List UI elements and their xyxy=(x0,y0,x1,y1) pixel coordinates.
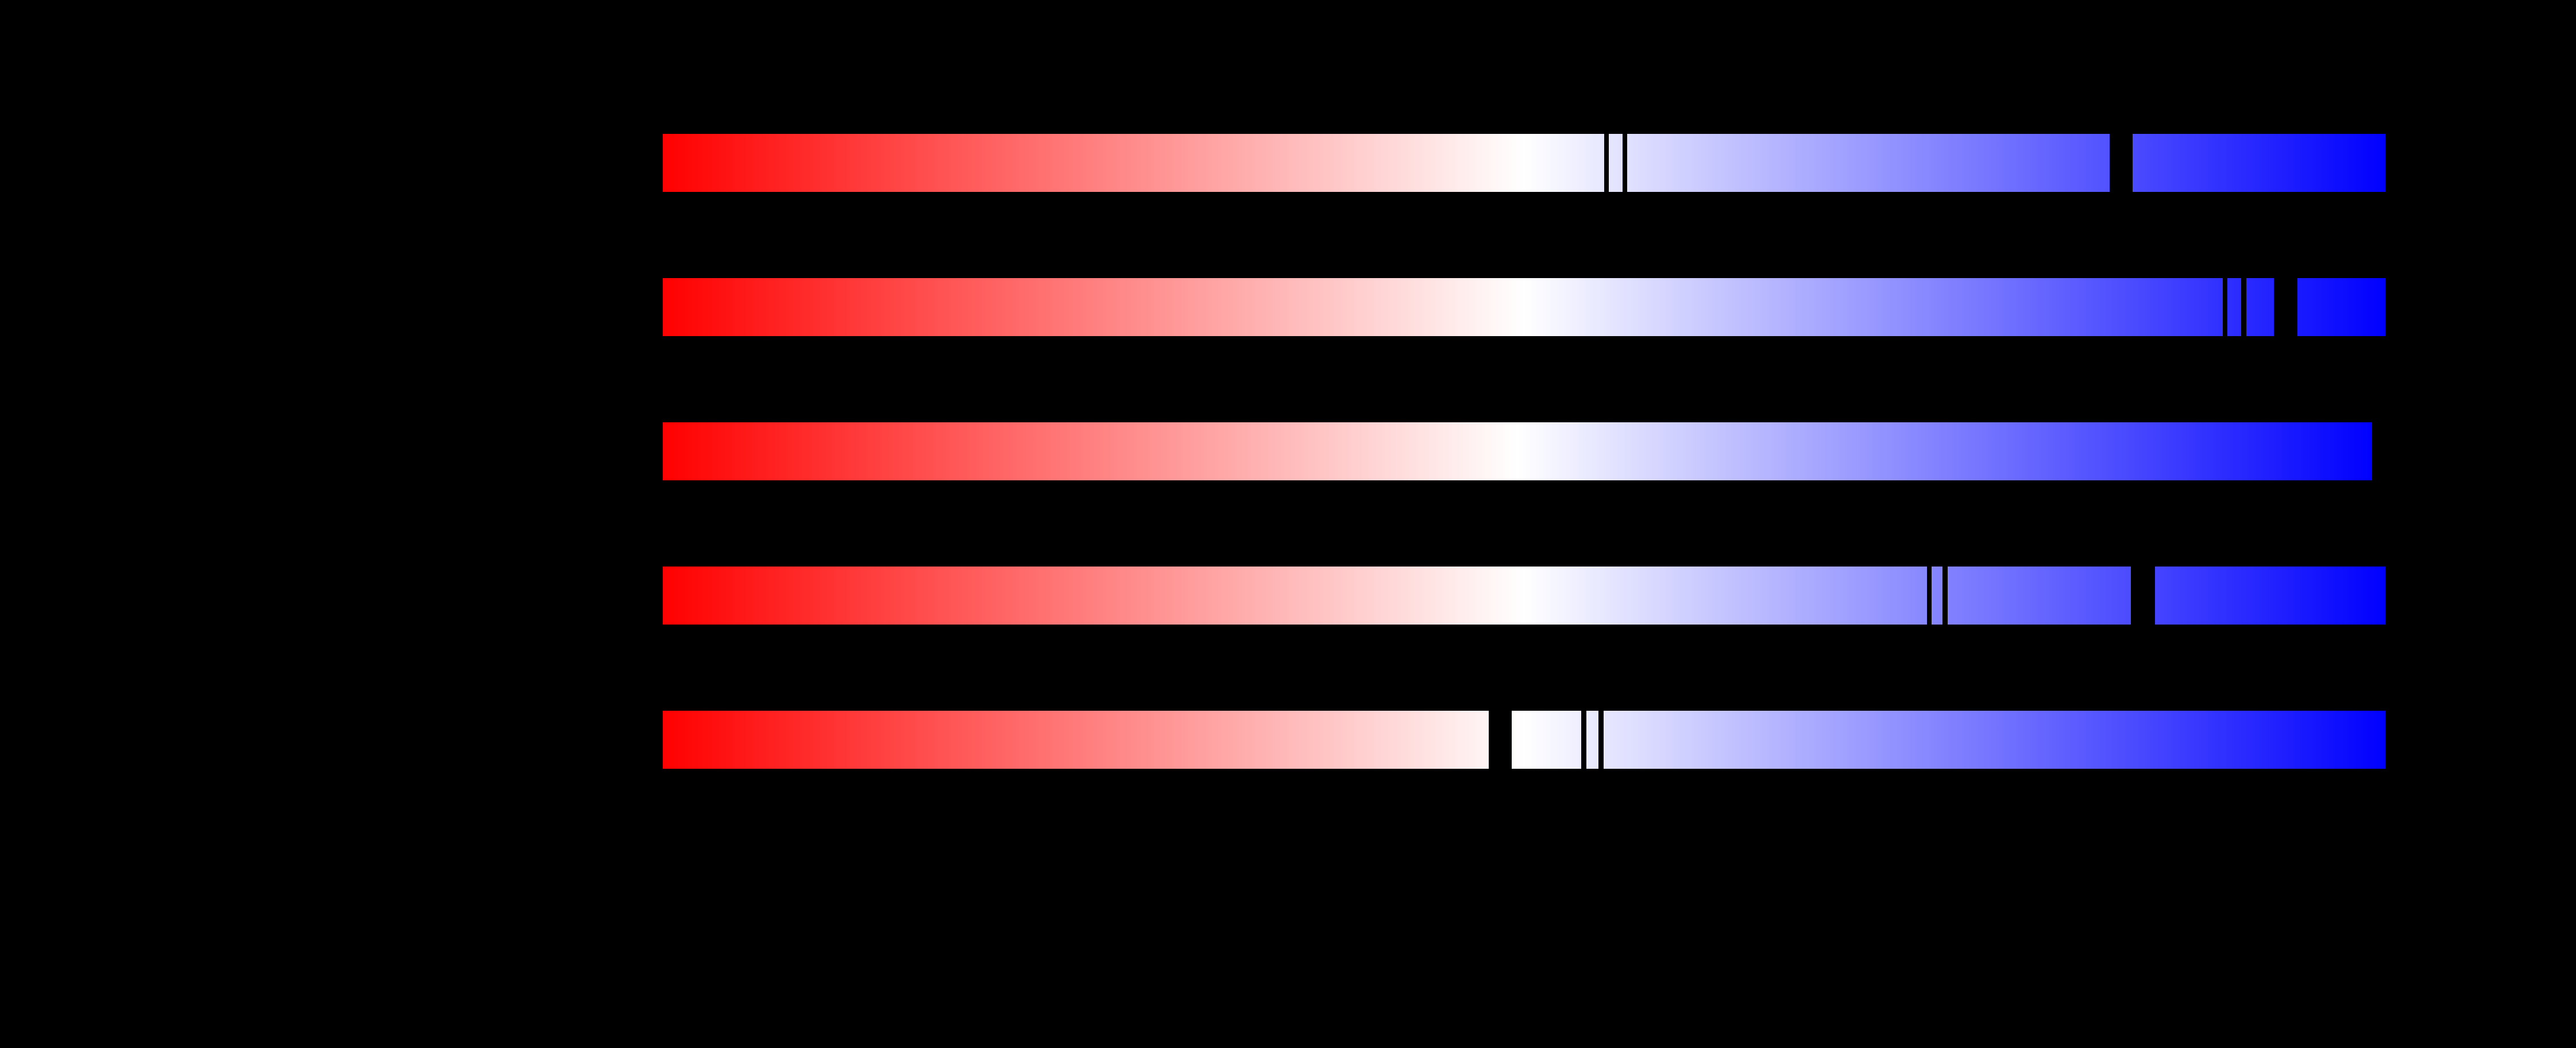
bar-gap xyxy=(1489,711,1512,769)
gradient-bar-2 xyxy=(663,278,2385,336)
gradient-bar-1 xyxy=(663,134,2385,192)
gradient-bar-5 xyxy=(663,711,2385,769)
bar-marker-line xyxy=(1581,711,1586,769)
bar-marker-line xyxy=(1942,567,1948,625)
bar-gap xyxy=(2110,134,2133,192)
bar-marker-line xyxy=(2223,278,2227,336)
bar-marker-line xyxy=(1623,134,1627,192)
gradient-bar-4 xyxy=(663,567,2385,625)
bar-marker-line xyxy=(2241,278,2246,336)
bar-gap xyxy=(2131,567,2155,625)
bar-marker-line xyxy=(1927,567,1932,625)
bar-marker-line xyxy=(1598,711,1604,769)
gradient-bar-3 xyxy=(663,422,2372,480)
bar-gap xyxy=(2274,278,2297,336)
bar-marker-line xyxy=(1604,134,1609,192)
